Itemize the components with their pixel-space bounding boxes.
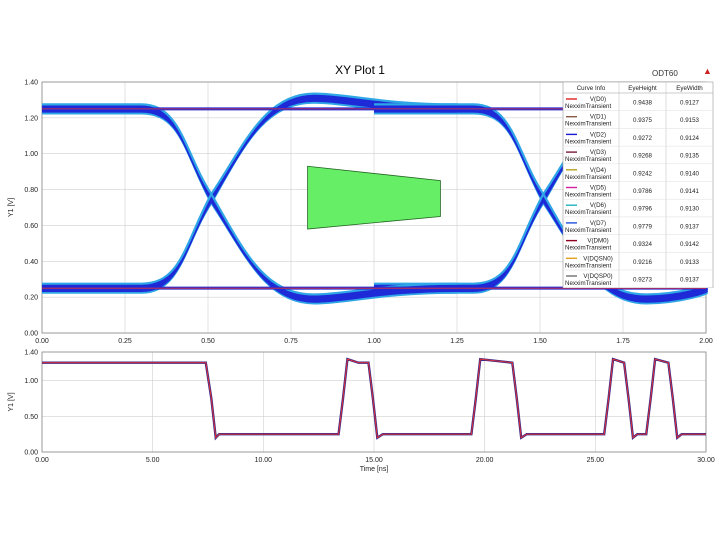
eye-height-value: 0.9796 [633, 206, 652, 213]
y-tick-label: 1.40 [24, 80, 38, 87]
eye-width-value: 0.9153 [680, 117, 699, 124]
eye-width-value: 0.9130 [680, 206, 699, 213]
table-background [562, 81, 714, 288]
legend-series-name: V(D1) [590, 114, 606, 121]
eye-height-value: 0.9268 [633, 153, 652, 160]
eye-mask-polygon [307, 165, 441, 230]
curve-info-table: Curve Info EyeHeight EyeWidthV(D0)NexximTr… [562, 81, 714, 288]
legend-series-name: V(D2) [590, 131, 606, 138]
y-axis-label: Y1 [V] [8, 198, 15, 217]
legend-series-source: NexximTransient [565, 209, 611, 216]
legend-series-name: V(D4) [590, 167, 606, 174]
x-tick-label: 0.00 [35, 338, 49, 345]
eye-height-value: 0.9779 [633, 223, 652, 230]
legend-series-source: NexximTransient [565, 156, 611, 163]
eye-width-value: 0.9133 [680, 259, 699, 266]
x-tick-label: 30.00 [697, 457, 715, 464]
legend-series-name: V(DQSP0) [583, 273, 612, 280]
x-tick-label: 0.00 [35, 457, 49, 464]
legend-series-name: V(DQSN0) [583, 255, 613, 262]
legend-series-name: V(D7) [590, 220, 606, 227]
y-tick-label: 1.00 [24, 378, 38, 385]
eye-height-value: 0.9272 [633, 135, 652, 142]
x-axis-label: Time [ns] [360, 466, 389, 473]
legend-series-source: NexximTransient [565, 174, 611, 181]
y-tick-label: 1.40 [24, 350, 38, 357]
table-header: EyeWidth [676, 85, 703, 92]
x-tick-label: 0.75 [284, 338, 298, 345]
x-tick-label: 1.75 [616, 338, 630, 345]
y-tick-label: 0.20 [24, 295, 38, 302]
legend-series-source: NexximTransient [565, 138, 611, 145]
legend-series-source: NexximTransient [565, 227, 611, 234]
plot-frame [41, 351, 707, 453]
legend-series-name: V(D0) [590, 96, 606, 103]
legend-series-source: NexximTransient [565, 121, 611, 128]
eye-width-value: 0.9140 [680, 170, 699, 177]
y-tick-label: 0.50 [24, 414, 38, 421]
brand-label: ODT60 [652, 69, 678, 78]
table-header: Curve Info [577, 85, 606, 92]
legend-series-source: NexximTransient [565, 262, 611, 269]
table-header: EyeHeight [628, 85, 657, 92]
eye-height-value: 0.9324 [633, 241, 652, 248]
x-tick-label: 25.00 [587, 457, 605, 464]
x-tick-label: 2.00 [699, 338, 713, 345]
triangle-marker-icon[interactable]: ▲ [703, 66, 712, 76]
eye-height-value: 0.9375 [633, 117, 652, 124]
y-tick-label: 0.00 [24, 450, 38, 457]
x-tick-label: 20.00 [476, 457, 494, 464]
x-tick-label: 1.50 [533, 338, 547, 345]
y-tick-label: 1.20 [24, 115, 38, 122]
eye-height-value: 0.9216 [633, 259, 652, 266]
eye-width-value: 0.9127 [680, 100, 699, 107]
legend-series-source: NexximTransient [565, 103, 611, 110]
legend-series-source: NexximTransient [565, 280, 611, 287]
waveform-line [42, 358, 706, 439]
eye-width-value: 0.9135 [680, 153, 699, 160]
y-tick-label: 0.40 [24, 259, 38, 266]
legend-series-name: V(D6) [590, 202, 606, 209]
x-tick-label: 15.00 [365, 457, 383, 464]
x-tick-label: 1.00 [367, 338, 381, 345]
eye-height-value: 0.9242 [633, 170, 652, 177]
eye-trace-rising [42, 92, 458, 285]
x-tick-label: 10.00 [255, 457, 273, 464]
legend-series-source: NexximTransient [565, 245, 611, 252]
legend-series-source: NexximTransient [565, 192, 611, 199]
eye-height-value: 0.9786 [633, 188, 652, 195]
y-tick-label: 0.60 [24, 223, 38, 230]
legend-series-name: V(DM0) [587, 238, 608, 245]
x-tick-label: 1.25 [450, 338, 464, 345]
eye-height-value: 0.9273 [633, 277, 652, 284]
eye-diagram-chart[interactable]: 0.00 0.25 0.50 0.75 1.00 1.25 1.50 1.75 2.00 0.00… [0, 0, 720, 345]
x-tick-label: 0.25 [118, 338, 132, 345]
y-tick-label: 0.80 [24, 187, 38, 194]
eye-height-value: 0.9438 [633, 100, 652, 107]
legend-series-name: V(D3) [590, 149, 606, 156]
plot-title: XY Plot 1 [335, 63, 385, 77]
legend-series-name: V(D5) [590, 185, 606, 192]
y-axis-label: Y1 [V] [8, 392, 15, 411]
eye-width-value: 0.9137 [680, 223, 699, 230]
x-tick-label: 5.00 [146, 457, 160, 464]
eye-width-value: 0.9137 [680, 277, 699, 284]
y-tick-label: 1.00 [24, 151, 38, 158]
eye-width-value: 0.9142 [680, 241, 699, 248]
x-tick-label: 0.50 [201, 338, 215, 345]
y-tick-label: 0.00 [24, 331, 38, 338]
eye-width-value: 0.9141 [680, 188, 699, 195]
eye-width-value: 0.9124 [680, 135, 699, 142]
